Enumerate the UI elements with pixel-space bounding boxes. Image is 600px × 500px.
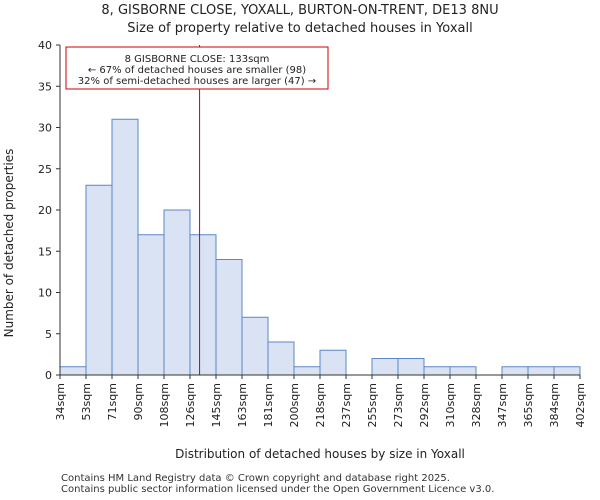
- footer-line-1: Contains HM Land Registry data © Crown c…: [61, 473, 450, 484]
- bar-163sqm: [241, 316, 269, 376]
- bar-218sqm: [319, 349, 347, 376]
- y-tick-label: 20: [38, 204, 52, 217]
- bar-273sqm: [397, 358, 425, 376]
- x-tick-label: 347sqm: [496, 383, 509, 427]
- ticks-group: 0 5 10 15 20 25 30 35 40 34sqm 53sqm 71sqm 90sqm 108s…: [38, 39, 587, 427]
- y-tick-label: 35: [38, 80, 52, 93]
- y-tick-label: 0: [45, 369, 52, 382]
- x-tick-label: 273sqm: [392, 383, 405, 427]
- x-tick-label: 145sqm: [210, 383, 223, 427]
- bar-255sqm: [371, 358, 399, 376]
- annotation-line-1: 8 GISBORNE CLOSE: 133sqm: [125, 54, 270, 65]
- bar-347sqm: [501, 366, 529, 376]
- x-axis-label: Distribution of detached houses by size …: [175, 447, 465, 461]
- bar-181sqm: [267, 341, 295, 376]
- y-tick-label: 30: [38, 122, 52, 135]
- bar-90sqm: [137, 234, 165, 376]
- histogram-chart: 0 5 10 15 20 25 30 35 40 34sqm 53sqm 71sqm 90sqm 108s…: [2, 39, 587, 461]
- chart-subtitle: Size of property relative to detached ho…: [127, 21, 473, 36]
- bar-292sqm: [423, 366, 451, 376]
- x-tick-label: 181sqm: [262, 383, 275, 427]
- y-tick-label: 5: [45, 328, 52, 341]
- x-tick-label: 402sqm: [574, 383, 587, 427]
- bar-365sqm: [527, 366, 555, 376]
- bar-71sqm: [111, 118, 139, 376]
- annotation-line-2: ← 67% of detached houses are smaller (98…: [88, 65, 306, 76]
- x-tick-label: 255sqm: [366, 383, 379, 427]
- y-tick-label: 15: [38, 245, 52, 258]
- y-tick-label: 40: [38, 39, 52, 52]
- bar-310sqm: [449, 366, 477, 376]
- y-axis-label: Number of detached properties: [2, 149, 16, 338]
- x-tick-label: 328sqm: [470, 383, 483, 427]
- bar-53sqm: [85, 184, 113, 376]
- y-tick-label: 10: [38, 287, 52, 300]
- x-tick-label: 53sqm: [80, 383, 93, 420]
- bar-108sqm: [163, 209, 191, 376]
- x-tick-label: 126sqm: [184, 383, 197, 427]
- x-tick-label: 292sqm: [418, 383, 431, 427]
- x-tick-label: 237sqm: [340, 383, 353, 427]
- x-tick-label: 365sqm: [522, 383, 535, 427]
- x-tick-label: 218sqm: [314, 383, 327, 427]
- x-tick-label: 310sqm: [444, 383, 457, 427]
- footer-line-2: Contains public sector information licen…: [61, 484, 495, 495]
- bars-group: [59, 118, 581, 376]
- chart-title: 8, GISBORNE CLOSE, YOXALL, BURTON-ON-TRE…: [101, 3, 499, 18]
- x-tick-label: 108sqm: [158, 383, 171, 427]
- y-tick-label: 25: [38, 163, 52, 176]
- bar-34sqm: [59, 366, 87, 376]
- bar-200sqm: [293, 366, 321, 376]
- x-tick-label: 200sqm: [288, 383, 301, 427]
- annotation-box: 8 GISBORNE CLOSE: 133sqm ← 67% of detach…: [65, 46, 329, 90]
- x-tick-label: 90sqm: [132, 383, 145, 420]
- x-tick-label: 71sqm: [106, 383, 119, 420]
- bar-126sqm: [189, 234, 217, 376]
- annotation-line-3: 32% of semi-detached houses are larger (…: [78, 76, 316, 87]
- x-tick-label: 34sqm: [54, 383, 67, 420]
- x-tick-label: 163sqm: [236, 383, 249, 427]
- bar-384sqm: [553, 366, 581, 376]
- x-tick-label: 384sqm: [548, 383, 561, 427]
- bar-145sqm: [215, 259, 243, 376]
